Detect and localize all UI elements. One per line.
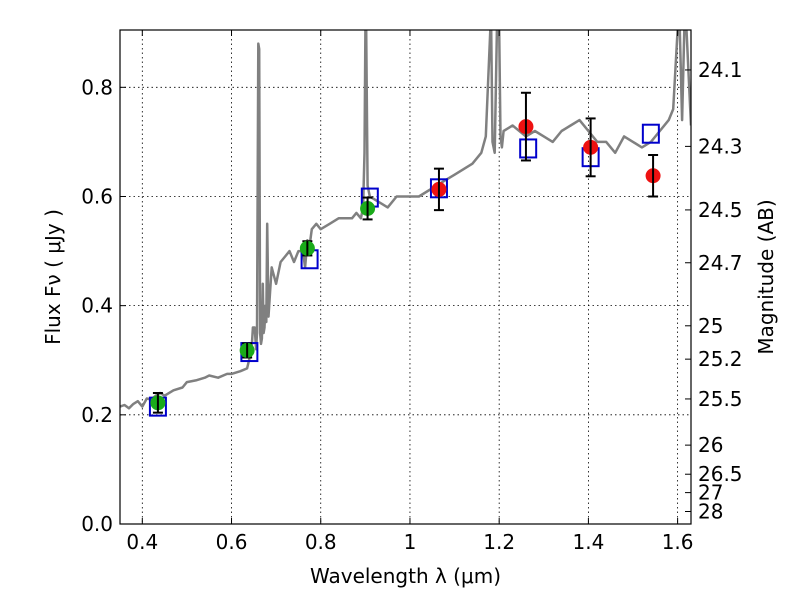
model-square — [641, 123, 660, 144]
right-tick-label: 25.5 — [698, 387, 743, 411]
x-tick-label: 0.4 — [126, 530, 158, 554]
x-tick-label: 1.6 — [662, 530, 694, 554]
right-tick-label: 25 — [698, 314, 723, 338]
right-tick-label: 26.5 — [698, 462, 743, 486]
y-tick-label: 0.2 — [81, 403, 113, 427]
right-tick-label: 26 — [698, 433, 723, 457]
y-axis-label: Flux Fν ( μJy ) — [41, 209, 65, 345]
y-tick-label: 0.4 — [81, 294, 113, 318]
x-tick-label: 0.8 — [305, 530, 337, 554]
markers — [148, 91, 661, 417]
right-tick-label: 24.1 — [698, 58, 743, 82]
right-tick-label: 27 — [698, 481, 723, 505]
right-tick-label: 24.3 — [698, 134, 743, 158]
x-tick-label: 1.4 — [572, 530, 604, 554]
spectrum-line — [120, 30, 691, 410]
axes: 0.4 0.6 0.8 1 1.2 1.4 1.6 0.0 0.2 0.4 0.6 0.8 24.1 24… — [81, 30, 743, 554]
plot-frame — [119, 29, 692, 525]
right-tick-label: 24.5 — [698, 198, 743, 222]
model-square — [519, 138, 538, 159]
y-tick-label: 0.8 — [81, 75, 113, 99]
x-tick-label: 0.6 — [216, 530, 248, 554]
right-tick-label: 25.2 — [698, 347, 743, 371]
plot-area — [120, 30, 691, 410]
x-axis-label: Wavelength λ (μm) — [310, 564, 501, 588]
y-tick-label: 0.6 — [81, 184, 113, 208]
right-tick-label: 28 — [698, 499, 723, 523]
x-tick-label: 1.2 — [483, 530, 515, 554]
right-axis-label: Magnitude (AB) — [754, 199, 778, 354]
right-tick-label: 24.7 — [698, 251, 743, 275]
grid — [120, 30, 691, 525]
x-tick-label: 1 — [404, 530, 417, 554]
y-tick-label: 0.0 — [81, 512, 113, 536]
